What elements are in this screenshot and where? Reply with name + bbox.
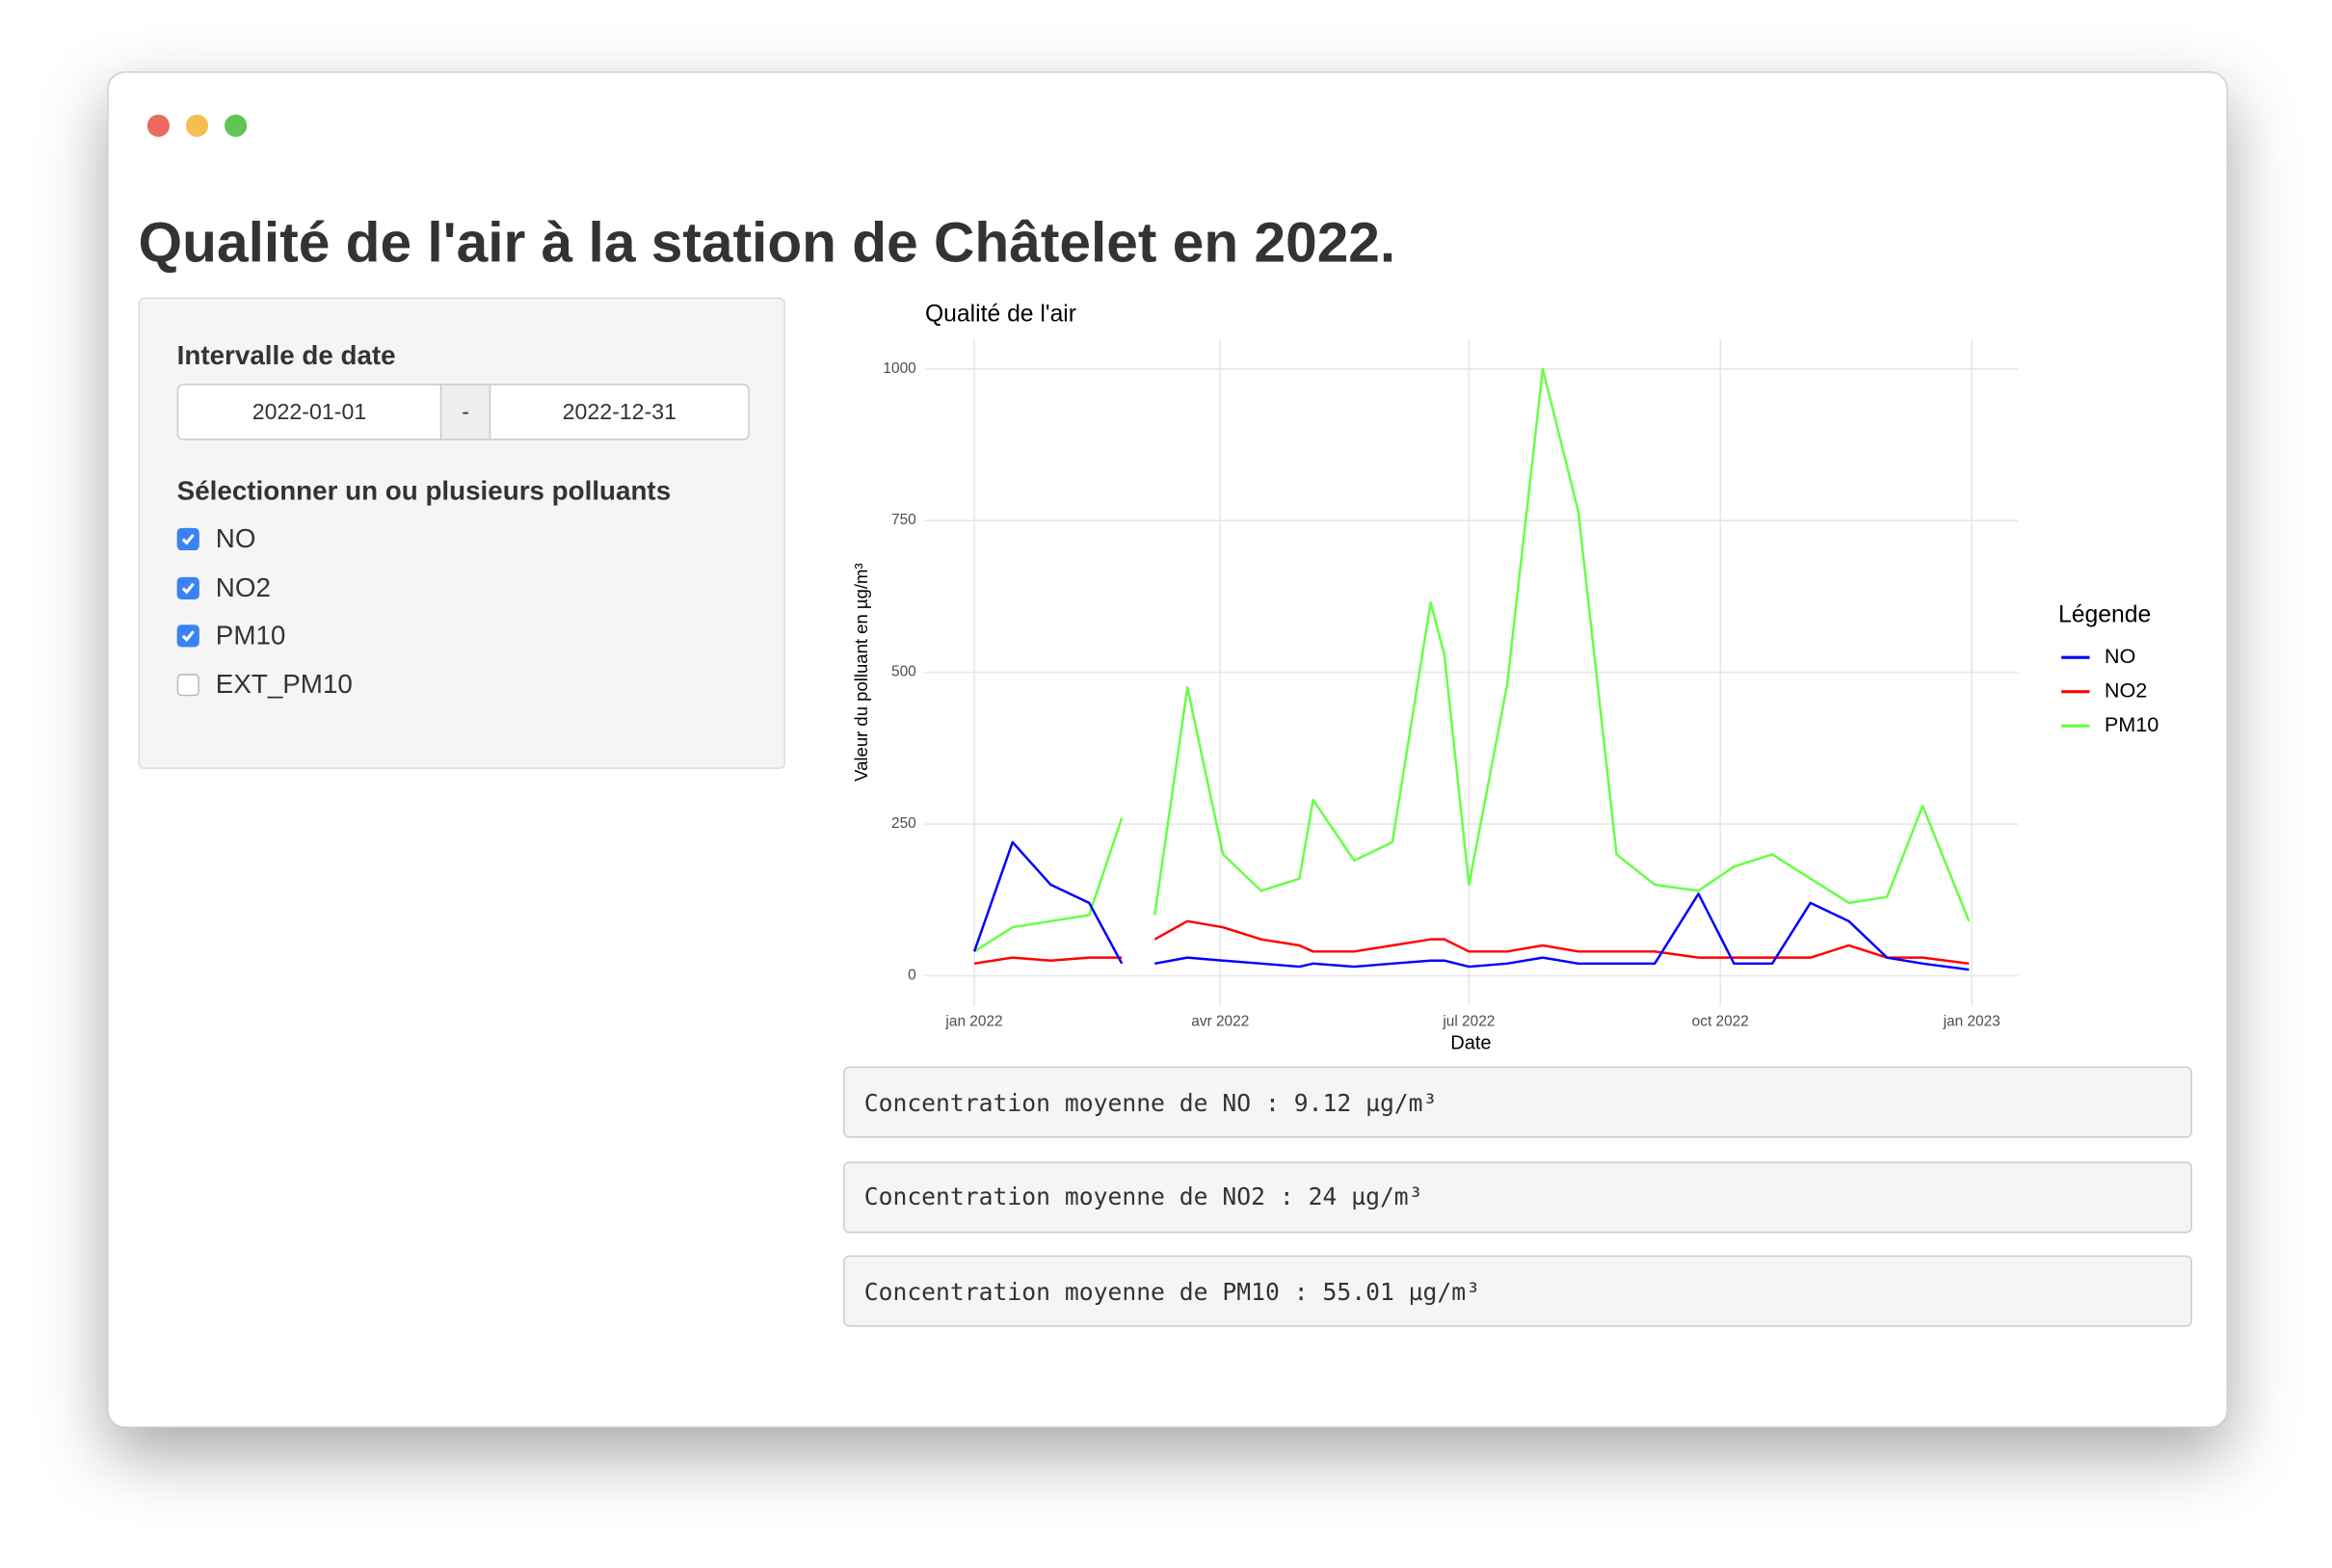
y-tick-label: 750	[891, 512, 916, 528]
y-tick-label: 500	[891, 664, 916, 680]
series-line	[972, 840, 1970, 971]
pollutant-option[interactable]: EXT_PM10	[176, 668, 353, 700]
legend-label: NO	[2105, 644, 2135, 668]
summary-output: Concentration moyenne de NO2 : 24 µg/m³	[843, 1160, 2192, 1233]
series-line	[973, 367, 1971, 953]
pollutant-name: NO2	[215, 571, 271, 602]
summary-output: Concentration moyenne de NO : 9.12 µg/m³	[843, 1066, 2192, 1138]
checkbox[interactable]	[176, 625, 199, 648]
x-tick-label: jan 2023	[1943, 1013, 2001, 1029]
x-tick-label: oct 2022	[1692, 1013, 1749, 1029]
summary-output: Concentration moyenne de PM10 : 55.01 µg…	[843, 1255, 2192, 1327]
chart-title: Qualité de l'air	[925, 302, 1076, 328]
window: Qualité de l'air à la station de Châtele…	[107, 71, 2229, 1428]
date-label: Intervalle de date	[176, 340, 396, 371]
page-title: Qualité de l'air à la station de Châtele…	[138, 212, 1396, 276]
series-line	[973, 919, 1970, 966]
pollutant-option[interactable]: PM10	[176, 620, 286, 651]
x-tick-label: avr 2022	[1191, 1013, 1249, 1029]
legend-label: PM10	[2105, 712, 2159, 736]
date-end-input[interactable]: 2022-12-31	[489, 384, 750, 440]
check-icon	[181, 630, 195, 642]
y-tick-label: 1000	[883, 360, 915, 377]
x-tick-label: jul 2022	[1442, 1013, 1495, 1029]
pollutant-label: Sélectionner un ou plusieurs polluants	[176, 475, 672, 506]
minimize-button[interactable]	[185, 114, 209, 137]
pollutant-option[interactable]: NO2	[176, 571, 271, 602]
sidebar: Intervalle de date 2022-01-01 - 2022-12-…	[138, 297, 785, 769]
checkbox[interactable]	[176, 576, 199, 599]
pollutant-name: PM10	[215, 620, 286, 651]
check-icon	[181, 582, 195, 594]
legend-title: Légende	[2058, 601, 2151, 627]
y-tick-label: 0	[908, 968, 916, 984]
pollutant-name: NO	[215, 523, 256, 554]
date-start-input[interactable]: 2022-01-01	[176, 384, 442, 440]
check-icon	[181, 533, 195, 545]
y-axis-label: Valeur du polluant en µg/m³	[851, 563, 871, 781]
zoom-button[interactable]	[225, 114, 248, 137]
checkbox[interactable]	[176, 673, 199, 696]
checkbox[interactable]	[176, 527, 199, 551]
close-button[interactable]	[146, 114, 170, 137]
pollutant-name: EXT_PM10	[215, 668, 353, 699]
legend-label: NO2	[2105, 678, 2147, 702]
y-tick-label: 250	[891, 815, 916, 832]
x-axis-label: Date	[1450, 1033, 1491, 1054]
x-tick-label: jan 2022	[944, 1013, 1002, 1029]
pollutant-option[interactable]: NO	[176, 523, 256, 554]
